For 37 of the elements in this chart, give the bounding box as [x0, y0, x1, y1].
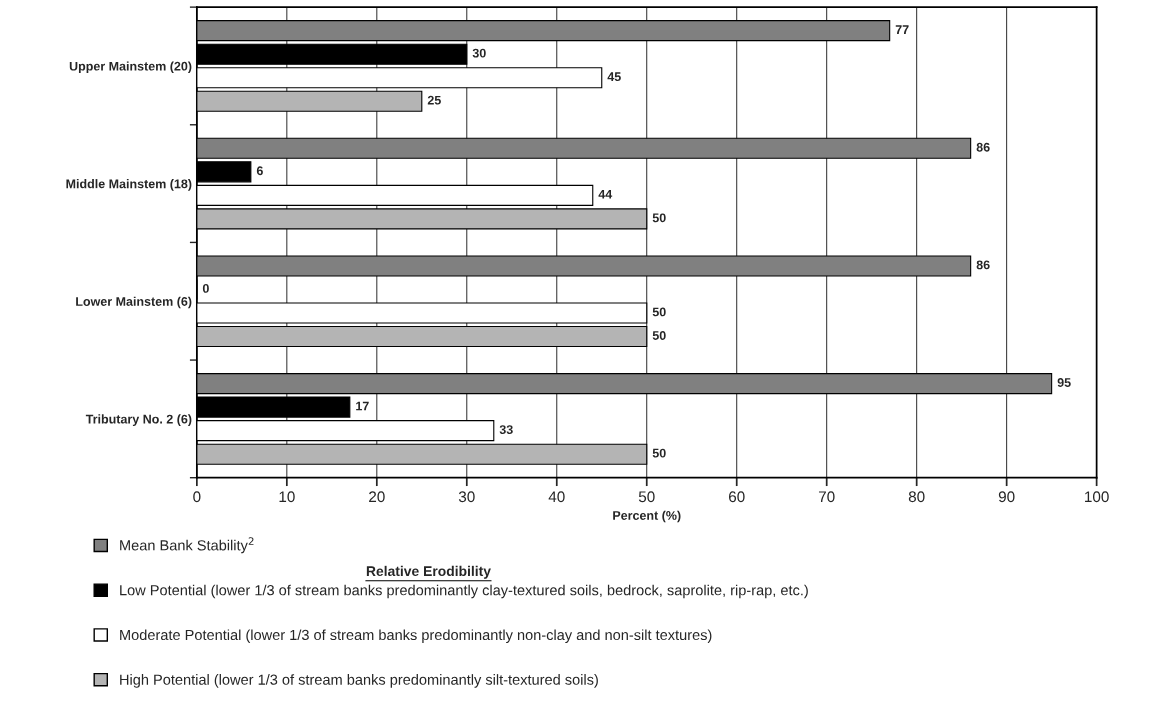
- legend-label: Mean Bank Stability$^{2}$: [120, 537, 254, 554]
- x-tick-label: 60: [729, 491, 745, 503]
- legend-label: High Potential (lower 1/3 of stream banks predominantly silt-textured soils): [120, 674, 598, 688]
- data-label: 50: [652, 331, 666, 340]
- x-tick-label: 30: [458, 491, 475, 503]
- x-tick-label: 10: [279, 491, 295, 503]
- x-tick-label: 80: [908, 491, 925, 503]
- data-label: 50: [652, 448, 666, 458]
- data-label: 33: [499, 425, 513, 435]
- data-label: 86: [976, 142, 990, 152]
- y-tick-label: Middle Mainstem (18): [66, 179, 192, 191]
- y-tick-label: Tributary No. 2 (6): [85, 414, 192, 427]
- data-label: 44: [598, 189, 613, 199]
- data-label: 25: [427, 95, 441, 105]
- legend-label: Low Potential (lower 1/3 of stream banks predominantly clay-textured soils, bedrock, saprolite, rip-rap, etc.): [120, 584, 808, 599]
- x-axis-title: Percent (%): [613, 510, 681, 523]
- data-label: 77: [895, 25, 909, 34]
- x-tick-label: 0: [193, 491, 201, 503]
- x-tick-label: 70: [818, 491, 835, 503]
- data-label: 17: [356, 401, 369, 411]
- data-label: 95: [1057, 378, 1071, 387]
- data-label: 0: [202, 283, 209, 293]
- legend-label: Moderate Potential (lower 1/3 of stream banks predominantly non-clay and non-silt textures): [120, 629, 712, 643]
- y-tick-label: Upper Mainstem (20): [69, 61, 192, 74]
- data-label: 50: [652, 213, 666, 223]
- data-label: 6: [256, 166, 263, 176]
- y-tick-label: Lower Mainstem (6): [76, 296, 192, 309]
- x-tick-label: 20: [369, 491, 385, 503]
- data-label: 45: [607, 72, 621, 82]
- x-tick-label: 40: [548, 491, 565, 503]
- data-label: 30: [472, 48, 486, 58]
- x-tick-label: 50: [638, 491, 655, 503]
- text: Relative Erodibility: [366, 565, 491, 579]
- x-tick-label: 90: [998, 491, 1015, 503]
- x-tick-label: 100: [1085, 491, 1109, 503]
- data-label: 86: [976, 260, 990, 270]
- data-label: 50: [652, 307, 666, 317]
